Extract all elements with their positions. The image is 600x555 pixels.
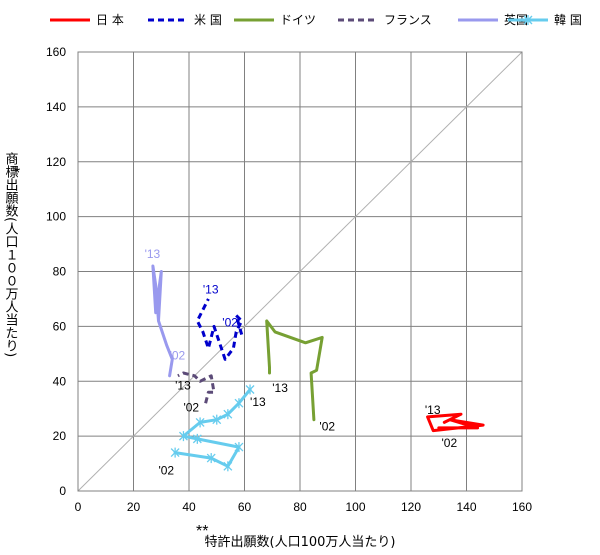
series-1: '02 '13 <box>195 282 244 361</box>
series-4: '02 '13 <box>145 247 186 378</box>
year-label: '13 <box>425 403 441 417</box>
data-point <box>223 461 233 472</box>
series: '02 '13 '02 '13 '02 '13 '02 '13 '02 '13 '02 '13 <box>145 247 485 478</box>
year-label: '02 <box>222 315 238 329</box>
data-point <box>245 384 255 395</box>
plot-area <box>77 51 523 492</box>
legend-item: 日 本 <box>50 13 124 27</box>
diagonal-reference-line <box>77 51 523 492</box>
year-label: '02 <box>170 348 186 362</box>
data-point <box>192 433 202 444</box>
data-point <box>234 442 244 453</box>
y-axis-star: * <box>14 165 20 182</box>
series-line <box>426 412 485 433</box>
y-tick-label: 0 <box>59 484 66 498</box>
series-5: '02 '13 <box>158 384 266 478</box>
legend-item: 韓 国 <box>508 13 582 27</box>
year-label: '13 <box>145 247 161 261</box>
legend-label: フランス <box>384 13 432 27</box>
legend-label: 米 国 <box>194 13 222 27</box>
x-axis-star: ** <box>196 523 208 540</box>
legend-item: 米 国 <box>148 13 222 27</box>
y-tick-label: 60 <box>53 319 67 333</box>
legend-marker <box>523 15 533 25</box>
x-tick-label: 160 <box>512 500 532 514</box>
series-line <box>177 371 216 404</box>
y-tick-label: 20 <box>53 429 67 443</box>
x-tick-label: 60 <box>238 500 252 514</box>
x-tick-label: 100 <box>345 500 365 514</box>
legend-label: 韓 国 <box>554 13 582 27</box>
y-tick-label: 100 <box>46 210 66 224</box>
legend-label: ドイツ <box>280 13 316 27</box>
data-point <box>178 431 188 442</box>
x-tick-label: 120 <box>401 500 421 514</box>
y-tick-label: 40 <box>53 374 67 388</box>
legend-item: フランス <box>338 13 432 27</box>
year-label: '02 <box>319 420 335 434</box>
x-tick-label: 80 <box>293 500 307 514</box>
data-point <box>206 453 216 464</box>
year-label: '13 <box>175 378 191 392</box>
y-tick-label: 80 <box>53 265 67 279</box>
year-label: '13 <box>203 282 219 296</box>
x-axis-title: 特許出願数(人口100万人当たり) <box>205 535 396 550</box>
series-0: '02 '13 <box>425 403 485 450</box>
tick-labels: 0 20 40 60 80 100 120 140 160 0 20 40 60 80 100 120 140 1… <box>46 45 532 514</box>
series-line <box>195 298 244 361</box>
year-label: '02 <box>183 400 199 414</box>
legend: 日 本米 国ドイツ フランス 英国韓 国 <box>50 13 582 27</box>
year-label: '02 <box>442 436 458 450</box>
y-tick-label: 140 <box>46 100 66 114</box>
series-3: '02 '13 <box>175 371 216 414</box>
x-tick-label: 140 <box>456 500 476 514</box>
x-tick-label: 20 <box>127 500 141 514</box>
data-point <box>212 414 222 425</box>
data-point <box>195 417 205 428</box>
y-tick-label: 120 <box>46 155 66 169</box>
y-tick-label: 160 <box>46 45 66 59</box>
x-tick-label: 0 <box>75 500 82 514</box>
year-label: '13 <box>272 381 288 395</box>
year-label: '13 <box>250 395 266 409</box>
y-axis-title: 商標出願数(人口１００万人当たり) <box>3 152 19 357</box>
legend-label: 日 本 <box>96 13 124 27</box>
data-point <box>234 398 244 409</box>
x-tick-label: 40 <box>182 500 196 514</box>
series-2: '02 '13 <box>265 319 335 434</box>
data-point <box>223 409 233 420</box>
data-point <box>170 447 180 458</box>
series-line <box>265 319 324 422</box>
legend-item: ドイツ <box>234 13 316 27</box>
series-line <box>151 264 174 378</box>
year-label: '02 <box>158 464 174 478</box>
